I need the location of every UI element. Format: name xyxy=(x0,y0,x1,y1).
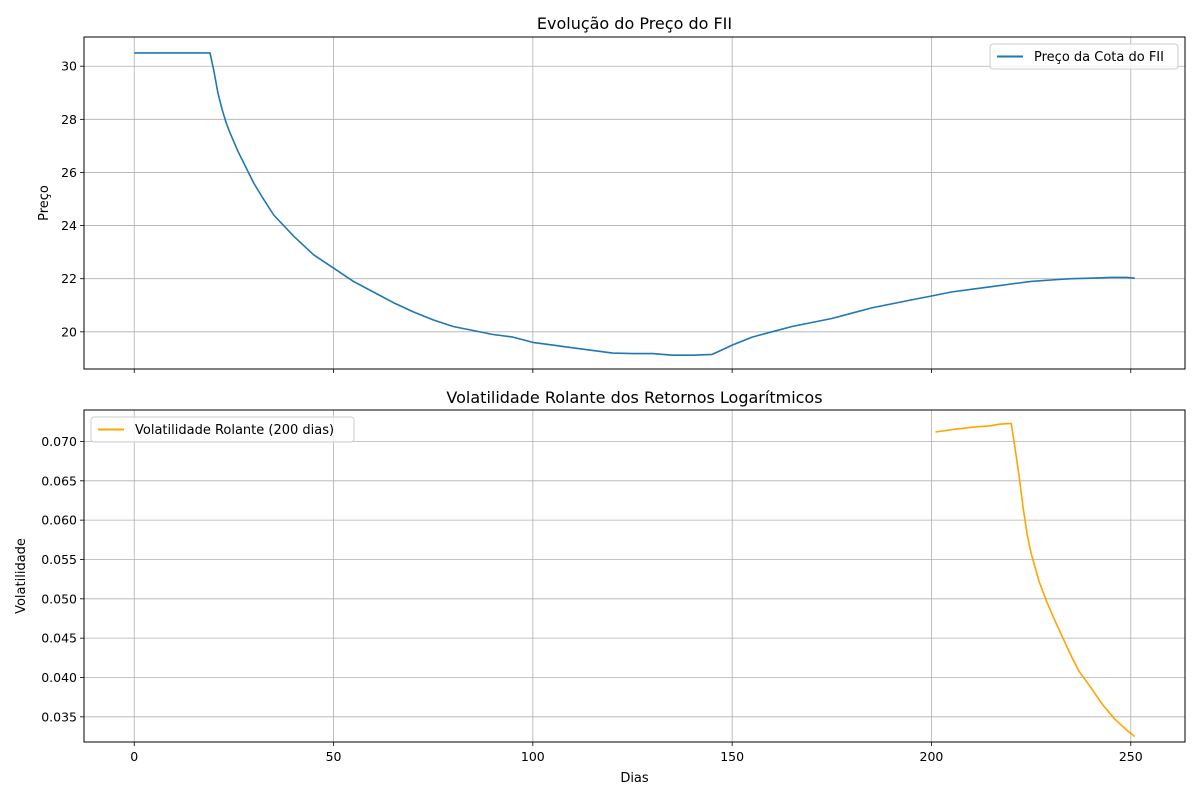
volatility-legend: Volatilidade Rolante (200 dias) xyxy=(90,416,355,443)
volatility-x-tick-label: 150 xyxy=(720,749,744,764)
volatility-x-tick-label: 100 xyxy=(521,749,545,764)
price-y-tick-label: 20 xyxy=(61,324,77,339)
volatility-chart: 0 50 100 150 200 250 0.035 0.040 0.045 0.050 0.055… xyxy=(14,388,1186,786)
volatility-x-tick-label: 250 xyxy=(1119,749,1143,764)
volatility-y-tick-label: 0.070 xyxy=(41,434,77,449)
price-legend-box xyxy=(989,43,1179,70)
volatility-axes-frame xyxy=(83,409,1186,743)
volatility-y-tick-label: 0.045 xyxy=(41,631,77,646)
price-axes-frame xyxy=(83,36,1186,370)
volatility-y-tick-label: 0.050 xyxy=(41,591,77,606)
volatility-lines xyxy=(935,422,1136,738)
volatility-y-tick-label: 0.040 xyxy=(41,670,77,685)
price-ticks: 20 22 24 26 28 30 xyxy=(61,59,1132,373)
price-chart: 20 22 24 26 28 30 Evolução do Preço do FII Pr… xyxy=(37,14,1186,373)
volatility-ticks: 0 50 100 150 200 250 0.035 0.040 0.045 0.050 0.055… xyxy=(41,434,1143,764)
price-legend-label: Preço da Cota do FII xyxy=(1034,50,1164,65)
volatility-chart-title: Volatilidade Rolante dos Retornos Logarí… xyxy=(446,388,822,407)
volatility-y-tick-label: 0.055 xyxy=(41,552,77,567)
volatility-series-line xyxy=(935,422,1136,738)
price-grid xyxy=(84,37,1185,369)
price-lines xyxy=(134,52,1135,357)
volatility-legend-box xyxy=(90,416,355,443)
price-y-tick-label: 28 xyxy=(61,112,77,127)
price-chart-title: Evolução do Preço do FII xyxy=(537,14,732,33)
volatility-y-tick-label: 0.035 xyxy=(41,709,77,724)
volatility-x-tick-label: 200 xyxy=(920,749,944,764)
volatility-y-axis-label: Volatilidade xyxy=(14,538,29,614)
price-y-axis-label: Preço xyxy=(37,185,52,221)
volatility-y-tick-label: 0.065 xyxy=(41,473,77,488)
volatility-x-tick-label: 0 xyxy=(130,749,138,764)
price-y-tick-label: 30 xyxy=(61,59,77,74)
volatility-grid xyxy=(84,410,1185,742)
x-axis-label: Dias xyxy=(620,771,649,786)
price-series-line xyxy=(134,52,1135,357)
volatility-y-tick-label: 0.060 xyxy=(41,513,77,528)
price-y-tick-label: 22 xyxy=(61,271,77,286)
price-y-tick-label: 26 xyxy=(61,165,77,180)
volatility-legend-label: Volatilidade Rolante (200 dias) xyxy=(135,423,334,438)
price-y-tick-label: 24 xyxy=(61,218,77,233)
price-legend: Preço da Cota do FII xyxy=(989,43,1179,70)
volatility-x-tick-label: 50 xyxy=(326,749,342,764)
